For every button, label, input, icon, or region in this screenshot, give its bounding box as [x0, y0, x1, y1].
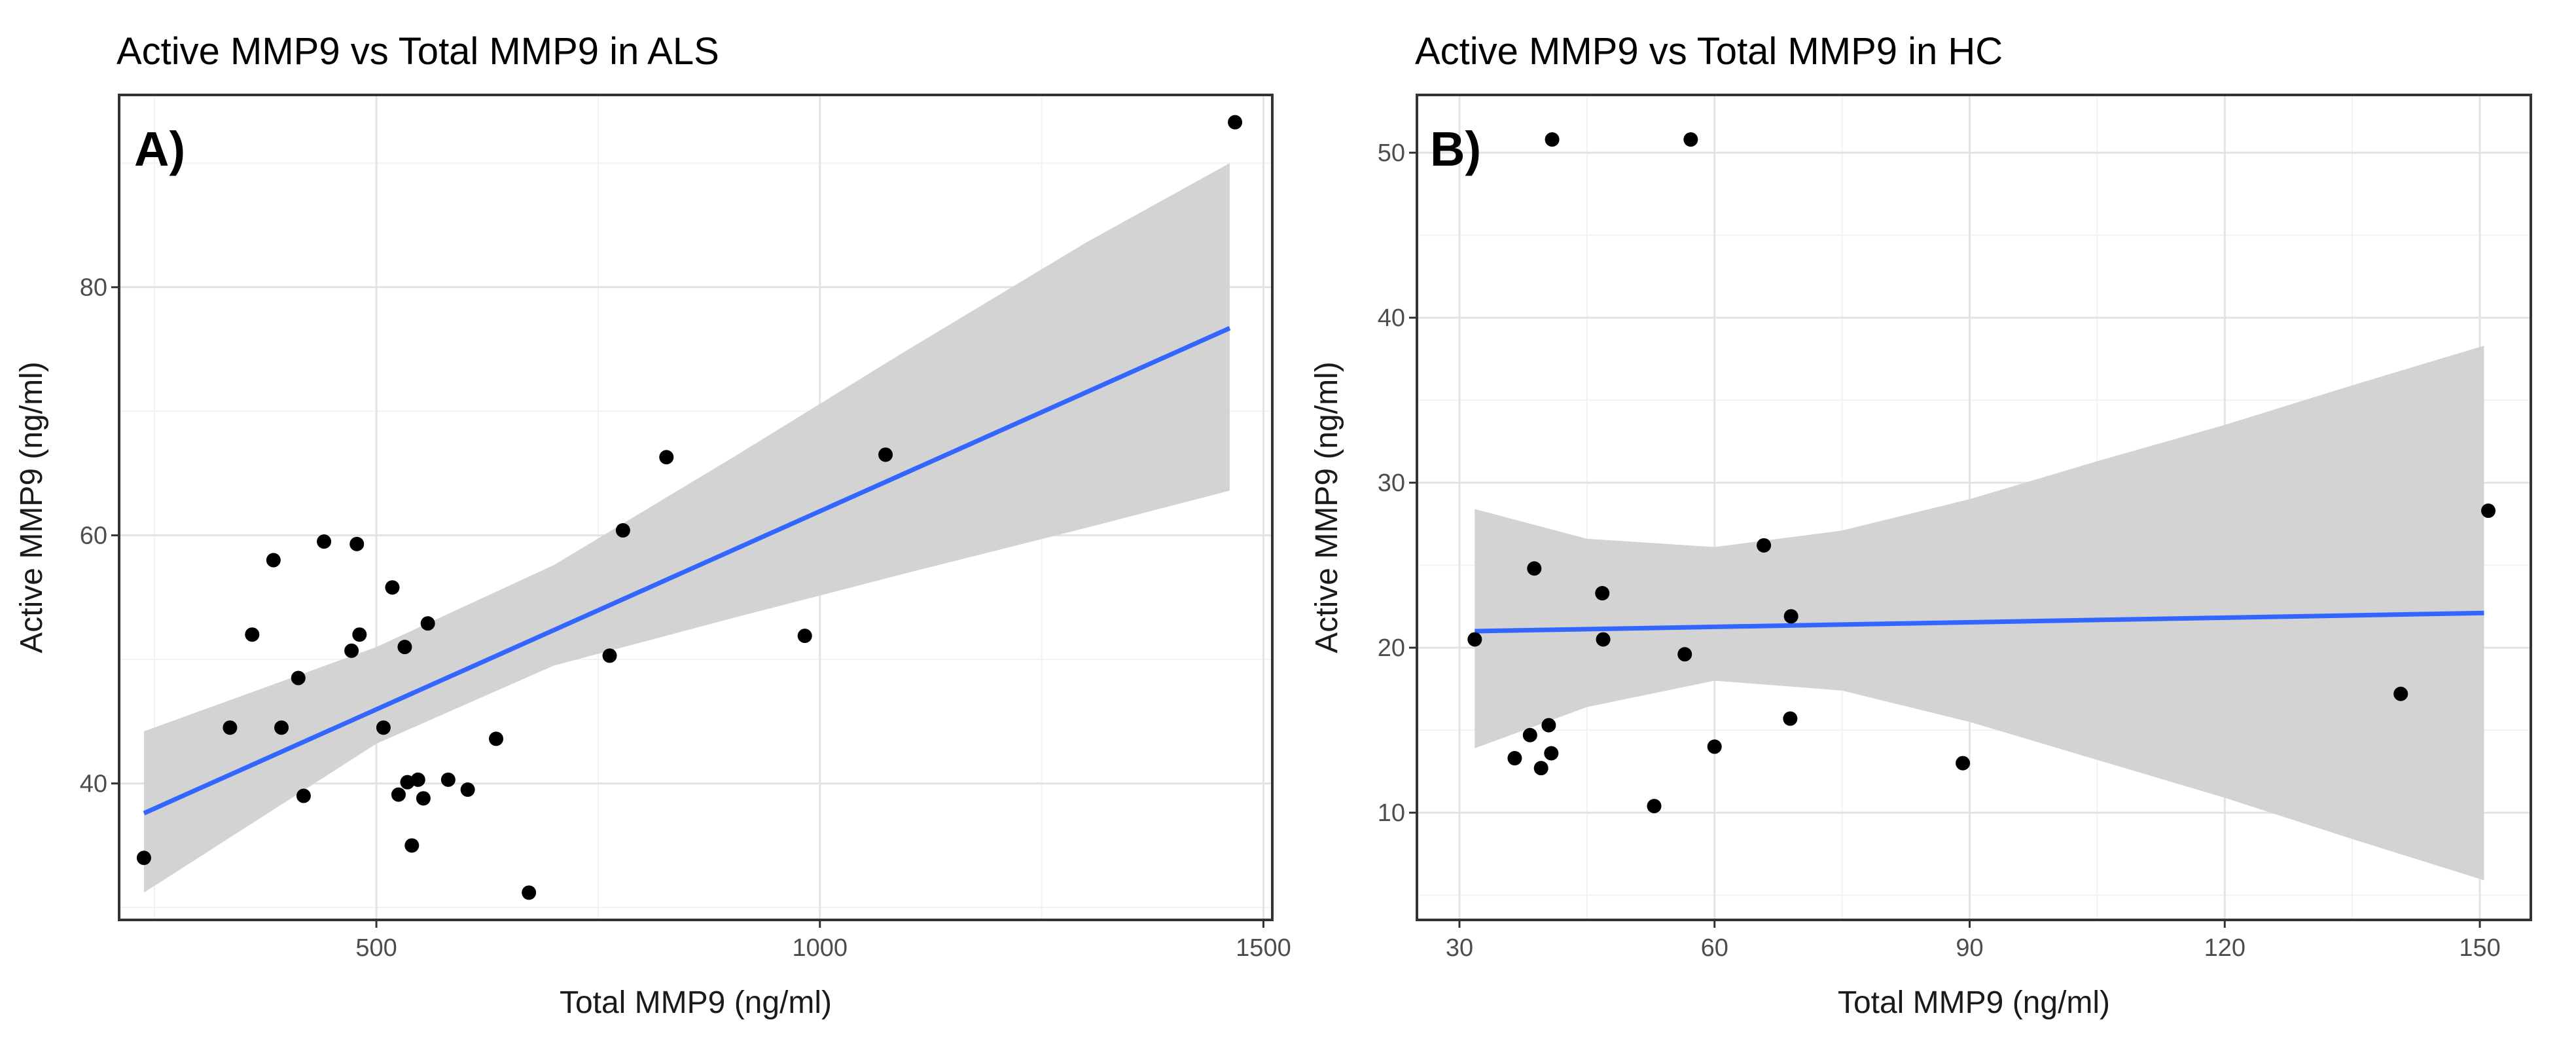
panel-a-y-axis-label: Active MMP9 (ng/ml)	[14, 361, 49, 653]
panel-a-data-point	[420, 616, 435, 631]
panel-als: Active MMP9 vs Total MMP9 in ALS A) 500 1…	[14, 30, 1291, 1020]
panel-a-plot-area	[118, 94, 1274, 921]
panel-b-fit-line	[1475, 610, 2484, 634]
panel-a-title: Active MMP9 vs Total MMP9 in ALS	[116, 30, 719, 73]
panel-b-data-point	[1595, 586, 1610, 601]
panel-a-data-point	[615, 523, 630, 538]
panel-b-x-axis-label: Total MMP9 (ng/ml)	[1838, 985, 2110, 1020]
panel-b-y-tick-label: 10	[1378, 799, 1405, 827]
panel-a-data-point	[1228, 115, 1243, 130]
panel-a-data-point	[397, 640, 412, 655]
panel-b-data-point	[2393, 686, 2408, 701]
panel-a-label: A)	[134, 122, 185, 176]
panel-b-data-point	[1545, 132, 1560, 147]
panel-b-y-axis-label: Active MMP9 (ng/ml)	[1310, 361, 1344, 653]
panel-b-data-point	[1647, 799, 1662, 814]
panel-b-x-tick-label: 30	[1446, 934, 1473, 962]
panel-b-data-point	[1527, 561, 1542, 576]
panel-b-data-point	[1544, 746, 1559, 761]
panel-b-data-point	[1541, 718, 1556, 733]
panel-a-data-point	[317, 534, 332, 549]
panel-a-x-axis-label: Total MMP9 (ng/ml)	[560, 985, 832, 1020]
panel-a-data-point	[376, 720, 391, 735]
panel-a-data-point	[349, 536, 365, 551]
panel-a-data-point	[878, 447, 893, 462]
panel-b-data-point	[1707, 739, 1722, 754]
panel-a-y-axis: 40 60 80	[80, 274, 119, 798]
panel-a-data-point	[416, 791, 431, 806]
panel-b-data-point	[1683, 132, 1698, 147]
panel-b-data-point	[1783, 711, 1798, 726]
panel-a-data-point	[410, 772, 425, 787]
panel-a-data-point	[460, 782, 475, 797]
panel-b-x-tick-label: 150	[2459, 934, 2500, 962]
panel-b-y-tick-label: 40	[1378, 304, 1405, 332]
panel-b-data-point	[2481, 503, 2496, 519]
panel-b-x-tick-label: 90	[1956, 934, 1983, 962]
panel-b-data-point	[1956, 756, 1971, 771]
panel-b-y-tick-label: 50	[1378, 139, 1405, 167]
panel-b-data-point	[1507, 751, 1522, 766]
panel-b-data-point	[1533, 761, 1548, 776]
panel-b-data-point	[1522, 727, 1537, 742]
panel-a-y-tick-label: 40	[80, 771, 107, 798]
panel-a-data-point	[136, 851, 151, 866]
panel-a-data-point	[223, 720, 238, 735]
panel-b-points	[1467, 132, 2496, 814]
panel-hc: Active MMP9 vs Total MMP9 in HC B) 30 60 9…	[1310, 30, 2532, 1020]
panel-a-data-point	[602, 648, 617, 663]
panel-a-data-point	[522, 885, 537, 900]
panel-a-data-point	[344, 643, 359, 658]
panel-b-plot-area	[1416, 94, 2532, 921]
panel-b-data-point	[1783, 609, 1798, 624]
panel-a-data-point	[291, 670, 306, 686]
panel-a-data-point	[489, 731, 504, 746]
panel-b-y-axis: 10 20 30 40 50	[1378, 139, 1417, 827]
panel-a-fit-line	[143, 326, 1231, 816]
panel-b-y-tick-label: 30	[1378, 469, 1405, 497]
panel-b-x-tick-label: 120	[2204, 934, 2245, 962]
panel-a-x-axis: 500 1000 1500	[355, 920, 1291, 962]
panel-b-data-point	[1757, 538, 1772, 553]
panel-a-x-tick-label: 1500	[1236, 934, 1291, 962]
panel-a-data-point	[352, 627, 367, 642]
panel-b-x-tick-label: 60	[1701, 934, 1728, 962]
panel-b-border	[1416, 94, 2532, 921]
panel-b-x-axis: 30 60 90 120 150	[1446, 920, 2501, 962]
panel-a-points	[136, 115, 1243, 900]
panel-b-label: B)	[1430, 122, 1481, 176]
panel-a-x-tick-label: 1000	[792, 934, 848, 962]
panel-a-data-point	[296, 788, 311, 803]
panel-a-data-point	[797, 629, 812, 644]
panel-b-y-tick-label: 20	[1378, 634, 1405, 662]
panel-b-data-point	[1677, 647, 1692, 662]
panel-a-border	[118, 94, 1274, 921]
panel-b-title: Active MMP9 vs Total MMP9 in HC	[1415, 30, 2003, 73]
panel-a-y-tick-label: 80	[80, 274, 107, 302]
panel-a-data-point	[659, 450, 674, 465]
panel-a-confidence-band	[144, 163, 1230, 893]
panel-a-data-point	[274, 720, 289, 735]
panel-a-data-point	[404, 838, 420, 853]
panel-b-data-point	[1467, 632, 1482, 647]
panel-b-confidence-band	[1475, 346, 2484, 881]
panel-a-data-point	[391, 787, 406, 802]
panel-a-data-point	[266, 553, 281, 568]
panel-a-x-tick-label: 500	[355, 934, 397, 962]
panel-a-data-point	[440, 772, 456, 787]
panel-a-y-tick-label: 60	[80, 522, 107, 550]
panel-a-data-point	[385, 580, 400, 595]
panel-b-data-point	[1596, 632, 1611, 647]
panel-a-data-point	[245, 627, 260, 642]
